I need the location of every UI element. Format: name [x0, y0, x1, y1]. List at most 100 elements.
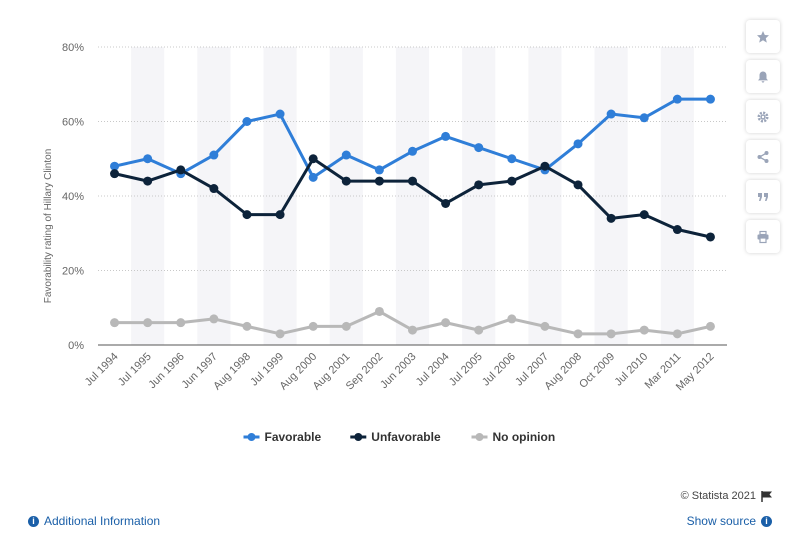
data-point-unfavorable[interactable] — [607, 214, 616, 223]
info-icon: i — [28, 516, 39, 527]
data-point-unfavorable[interactable] — [342, 177, 351, 186]
data-point-favorable[interactable] — [706, 95, 715, 104]
data-point-no-opinion[interactable] — [474, 326, 483, 335]
legend-item-no-opinion[interactable]: No opinion — [472, 430, 556, 444]
data-point-no-opinion[interactable] — [143, 318, 152, 327]
data-point-unfavorable[interactable] — [640, 210, 649, 219]
show-source-label: Show source — [687, 514, 756, 528]
plot-band — [131, 47, 164, 345]
data-point-no-opinion[interactable] — [375, 307, 384, 316]
data-point-favorable[interactable] — [607, 110, 616, 119]
data-point-no-opinion[interactable] — [408, 326, 417, 335]
data-point-unfavorable[interactable] — [143, 177, 152, 186]
data-point-favorable[interactable] — [441, 132, 450, 141]
quote-icon — [756, 190, 770, 204]
data-point-unfavorable[interactable] — [540, 162, 549, 171]
share-button[interactable] — [746, 140, 780, 173]
data-point-favorable[interactable] — [209, 151, 218, 160]
share-icon — [756, 150, 770, 164]
data-point-unfavorable[interactable] — [706, 232, 715, 241]
y-tick-label: 20% — [62, 266, 84, 278]
legend-marker — [248, 433, 256, 441]
data-point-unfavorable[interactable] — [110, 169, 119, 178]
data-point-no-opinion[interactable] — [607, 329, 616, 338]
legend-label: Unfavorable — [371, 430, 441, 444]
copyright-notice: © Statista 2021 — [681, 490, 773, 502]
data-point-unfavorable[interactable] — [441, 199, 450, 208]
legend-marker — [476, 433, 484, 441]
data-point-no-opinion[interactable] — [110, 318, 119, 327]
flag-icon[interactable] — [761, 491, 773, 502]
y-tick-label: 0% — [68, 340, 84, 352]
x-tick-label: Oct 2009 — [577, 351, 617, 391]
favorite-button[interactable] — [746, 20, 780, 53]
legend-marker — [354, 433, 362, 441]
legend-item-unfavorable[interactable]: Unfavorable — [350, 430, 441, 444]
data-point-favorable[interactable] — [342, 151, 351, 160]
data-point-no-opinion[interactable] — [276, 329, 285, 338]
data-point-no-opinion[interactable] — [209, 314, 218, 323]
data-point-no-opinion[interactable] — [540, 322, 549, 331]
data-point-no-opinion[interactable] — [242, 322, 251, 331]
data-point-favorable[interactable] — [574, 139, 583, 148]
data-point-favorable[interactable] — [673, 95, 682, 104]
data-point-unfavorable[interactable] — [176, 165, 185, 174]
legend-label: Favorable — [265, 430, 322, 444]
copyright-text: © Statista 2021 — [681, 490, 756, 502]
print-button[interactable] — [746, 220, 780, 253]
plot-band — [330, 47, 363, 345]
data-point-no-opinion[interactable] — [507, 314, 516, 323]
data-point-favorable[interactable] — [640, 113, 649, 122]
gear-icon — [756, 110, 770, 124]
data-point-unfavorable[interactable] — [242, 210, 251, 219]
sidebar-toolbar — [746, 20, 780, 253]
print-icon — [756, 230, 770, 244]
data-point-no-opinion[interactable] — [176, 318, 185, 327]
data-point-unfavorable[interactable] — [574, 180, 583, 189]
data-point-unfavorable[interactable] — [408, 177, 417, 186]
x-tick-label: Jul 2005 — [447, 351, 485, 389]
x-tick-label: Jul 2004 — [414, 351, 452, 389]
data-point-favorable[interactable] — [375, 165, 384, 174]
y-tick-label: 80% — [62, 42, 84, 54]
data-point-no-opinion[interactable] — [309, 322, 318, 331]
x-tick-label: Jul 2006 — [480, 351, 518, 389]
y-axis-title: Favorability rating of Hillary Clinton — [43, 149, 54, 304]
data-point-favorable[interactable] — [242, 117, 251, 126]
data-point-unfavorable[interactable] — [507, 177, 516, 186]
data-point-no-opinion[interactable] — [673, 329, 682, 338]
x-tick-labels: Jul 1994Jul 1995Jun 1996Jun 1997Aug 1998… — [83, 351, 717, 394]
y-tick-label: 40% — [62, 191, 84, 203]
additional-information-label: Additional Information — [44, 514, 160, 528]
data-point-unfavorable[interactable] — [375, 177, 384, 186]
settings-button[interactable] — [746, 100, 780, 133]
additional-information-link[interactable]: i Additional Information — [28, 514, 160, 528]
data-point-no-opinion[interactable] — [640, 326, 649, 335]
data-point-no-opinion[interactable] — [574, 329, 583, 338]
data-point-no-opinion[interactable] — [706, 322, 715, 331]
y-tick-label: 60% — [62, 117, 84, 129]
plot-band — [396, 47, 429, 345]
legend-item-favorable[interactable]: Favorable — [244, 430, 322, 444]
data-point-favorable[interactable] — [276, 110, 285, 119]
data-point-favorable[interactable] — [474, 143, 483, 152]
bell-icon — [756, 70, 770, 84]
data-point-unfavorable[interactable] — [309, 154, 318, 163]
data-point-unfavorable[interactable] — [209, 184, 218, 193]
legend-label: No opinion — [493, 430, 556, 444]
y-tick-labels: 0% 20% 40% 60% 80% — [62, 42, 84, 352]
data-point-favorable[interactable] — [309, 173, 318, 182]
cite-button[interactable] — [746, 180, 780, 213]
data-point-unfavorable[interactable] — [673, 225, 682, 234]
data-point-favorable[interactable] — [143, 154, 152, 163]
data-point-unfavorable[interactable] — [474, 180, 483, 189]
data-point-unfavorable[interactable] — [276, 210, 285, 219]
data-point-no-opinion[interactable] — [441, 318, 450, 327]
data-point-favorable[interactable] — [507, 154, 516, 163]
data-point-no-opinion[interactable] — [342, 322, 351, 331]
show-source-link[interactable]: Show source i — [687, 514, 772, 528]
data-point-favorable[interactable] — [408, 147, 417, 156]
notification-button[interactable] — [746, 60, 780, 93]
